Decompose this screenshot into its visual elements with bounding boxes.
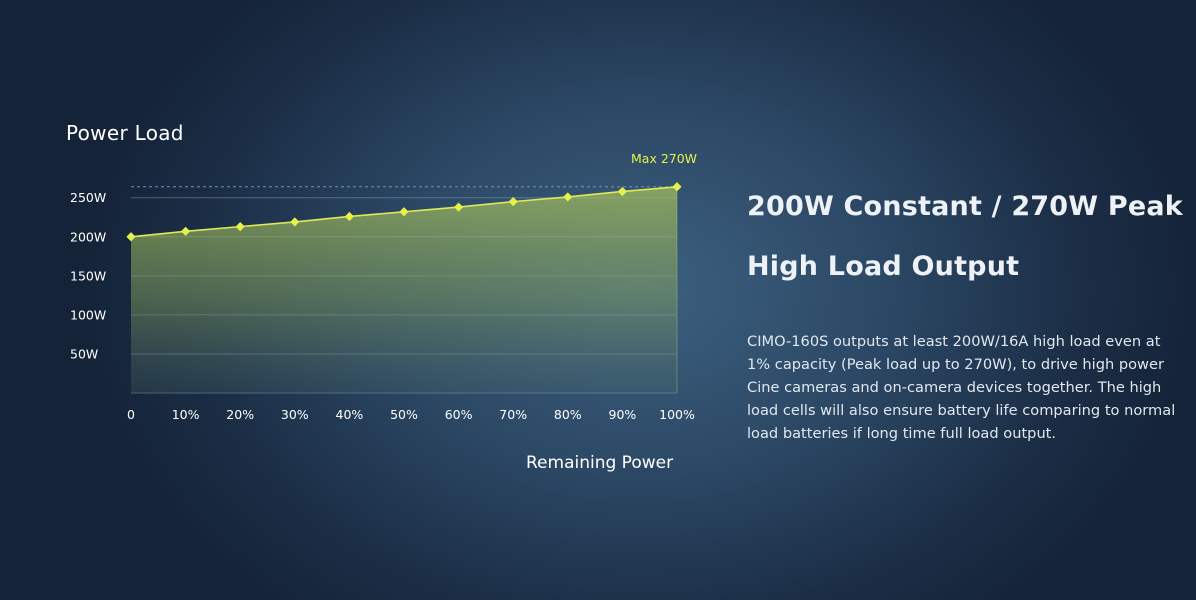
x-tick-60%: 60% xyxy=(445,407,473,422)
x-tick-0: 0 xyxy=(127,407,135,422)
y-tick-150W: 150W xyxy=(70,268,106,283)
x-tick-70%: 70% xyxy=(499,407,527,422)
x-tick-90%: 90% xyxy=(609,407,637,422)
x-tick-100%: 100% xyxy=(659,407,695,422)
area-fill xyxy=(131,186,678,393)
y-tick-100W: 100W xyxy=(70,307,106,322)
x-axis-title: Remaining Power xyxy=(526,453,674,473)
data-point-0 xyxy=(126,232,136,242)
data-point-40% xyxy=(344,211,354,222)
area-fill-shape xyxy=(131,186,677,393)
data-point-30% xyxy=(290,217,300,227)
data-point-60% xyxy=(454,202,464,212)
max-reference: Max 270W xyxy=(131,151,697,188)
headline-line-1: 200W Constant / 270W Peak xyxy=(747,191,1183,222)
x-tick-30%: 30% xyxy=(281,407,309,422)
x-tick-10%: 10% xyxy=(172,407,200,422)
x-tick-20%: 20% xyxy=(226,407,254,422)
data-point-10% xyxy=(181,226,191,236)
data-point-80% xyxy=(563,192,573,202)
product-description: CIMO-160S outputs at least 200W/16A high… xyxy=(747,333,1176,442)
chart-title: Power Load xyxy=(66,121,184,145)
data-point-100% xyxy=(672,182,682,192)
headline-line-2: High Load Output xyxy=(747,251,1020,282)
series-markers xyxy=(126,182,682,242)
data-point-90% xyxy=(617,186,627,197)
data-point-70% xyxy=(508,197,518,207)
x-tick-40%: 40% xyxy=(336,407,364,422)
y-tick-50W: 50W xyxy=(70,346,98,361)
y-tick-200W: 200W xyxy=(70,229,106,244)
x-tick-50%: 50% xyxy=(390,407,418,422)
x-tick-80%: 80% xyxy=(554,407,582,422)
data-point-50% xyxy=(399,207,409,217)
max-reference-label: Max 270W xyxy=(631,151,697,166)
y-tick-250W: 250W xyxy=(70,190,106,205)
x-axis-ticks: 0 10% 20% 30% 40% 50% 60% 70% 80% 90% 100% xyxy=(127,407,695,422)
data-point-20% xyxy=(235,222,245,232)
y-axis-ticks: 250W 200W 150W 100W 50W xyxy=(70,190,106,361)
